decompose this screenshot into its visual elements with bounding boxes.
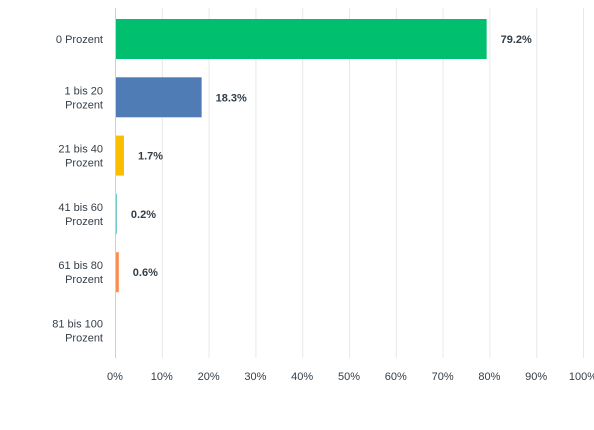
bar bbox=[116, 19, 487, 59]
x-tick-label: 60% bbox=[385, 371, 407, 383]
category-label: 1 bis 20 Prozent bbox=[64, 85, 103, 111]
x-tick-label: 0% bbox=[107, 371, 123, 383]
x-axis-tick-labels: 0% 10% 20% 30% 40% 50% 60% 70% 80% 90% 100% bbox=[107, 371, 594, 383]
grid-lines bbox=[161, 8, 584, 358]
x-tick-label: 40% bbox=[291, 371, 313, 383]
bars bbox=[116, 19, 487, 293]
x-tick-label: 20% bbox=[198, 371, 220, 383]
bar bbox=[116, 77, 202, 118]
category-label: 0 Prozent bbox=[56, 34, 103, 46]
data-label: 18.3% bbox=[216, 92, 247, 104]
x-tick-label: 70% bbox=[432, 371, 454, 383]
x-tick-label: 100% bbox=[569, 371, 594, 383]
category-label: 81 bis 100 Prozent bbox=[52, 319, 103, 345]
category-label: 41 bis 60 Prozent bbox=[58, 202, 103, 228]
category-label: 61 bis 80 Prozent bbox=[58, 260, 103, 286]
data-label: 0.6% bbox=[133, 267, 158, 279]
x-tick-label: 10% bbox=[151, 371, 173, 383]
value-labels: 79.2% 18.3% 1.7% 0.2% 0.6% bbox=[131, 34, 532, 279]
data-label: 1.7% bbox=[138, 151, 163, 163]
data-label: 79.2% bbox=[501, 34, 532, 46]
bar bbox=[116, 252, 119, 293]
category-labels: 0 Prozent 1 bis 20 Prozent 21 bis 40 Prozent… bbox=[52, 34, 103, 345]
x-tick-label: 90% bbox=[525, 371, 547, 383]
bar bbox=[116, 193, 117, 234]
x-tick-label: 50% bbox=[338, 371, 360, 383]
x-tick-label: 30% bbox=[244, 371, 266, 383]
category-label: 21 bis 40 Prozent bbox=[58, 144, 103, 170]
bar bbox=[116, 135, 124, 176]
data-label: 0.2% bbox=[131, 209, 156, 221]
x-tick-label: 80% bbox=[478, 371, 500, 383]
